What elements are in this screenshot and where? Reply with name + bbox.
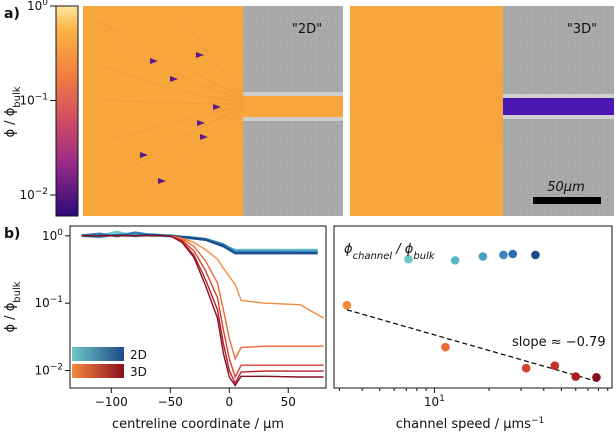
image-2d: "2D": [83, 6, 343, 216]
point-3d: [342, 300, 352, 310]
point-3d: [592, 373, 601, 382]
panel-b-letter: b): [4, 226, 20, 242]
point-3d: [550, 361, 560, 371]
image-2d-label: "2D": [292, 22, 322, 37]
colorbar: 100 10−1 10−2 ϕ / ϕbulk: [3, 0, 79, 217]
x-tick-label: 0: [225, 395, 233, 409]
legend-label-3d: 3D: [130, 365, 147, 379]
chart-left-ticks: −100 −50 0 50 100 10−1 10−2: [34, 228, 295, 409]
fit-line: [346, 309, 601, 383]
chart-right-plot: [342, 249, 601, 383]
image-3d-label: "3D": [567, 22, 597, 37]
x-tick-label: −50: [158, 395, 183, 409]
y-tick-label: 100: [42, 228, 63, 243]
series-line-3d-5: [81, 235, 324, 387]
colorbar-tick-label: 10−2: [19, 187, 48, 202]
point-2d: [404, 254, 413, 264]
chart-left: −100 −50 0 50 100 10−1 10−2 centreline coordin…: [3, 225, 327, 432]
panel-a-letter: a): [4, 6, 20, 22]
x-tick-label: 50: [281, 395, 296, 409]
point-3d: [441, 342, 450, 352]
scalebar-label: 50μm: [547, 180, 584, 195]
legend-label-2d: 2D: [130, 348, 147, 362]
scalebar: [533, 197, 601, 204]
legend-swatch-3d: [72, 364, 124, 378]
chart-right-title: ϕchannel / ϕbulk: [344, 242, 436, 262]
chart-right-ticks: 101: [338, 388, 609, 409]
y-tick-label: 10−2: [34, 363, 63, 378]
point-3d: [571, 372, 581, 381]
chart-right: 101 ϕchannel / ϕbulk slope ≈ −0.79 chann…: [333, 225, 613, 432]
point-2d: [478, 252, 488, 261]
point-2d: [450, 256, 460, 265]
point-3d: [521, 363, 531, 373]
y-tick-label: 10−1: [34, 295, 63, 310]
chart-left-ylabel: ϕ / ϕbulk: [3, 281, 23, 332]
chart-left-plot: [81, 230, 324, 387]
point-2d: [499, 250, 508, 260]
image-3d: "3D" 50μm: [350, 6, 614, 216]
legend: 2D 3D: [72, 347, 147, 379]
x-tick-label: −100: [95, 395, 128, 409]
chart-left-xlabel: centreline coordinate / μm: [112, 417, 284, 432]
chart-right-xlabel: channel speed / μms−1: [396, 416, 544, 432]
chart-right-annotation: slope ≈ −0.79: [512, 335, 606, 350]
colorbar-tick-label: 10−1: [19, 93, 48, 108]
x-tick-label: 101: [424, 394, 445, 409]
point-2d: [508, 249, 518, 259]
colorbar-tick-label: 100: [27, 0, 48, 13]
point-2d: [531, 250, 540, 260]
legend-swatch-2d: [72, 347, 124, 361]
colorbar-ticks: 100 10−1 10−2: [19, 0, 56, 202]
colorbar-label: ϕ / ϕbulk: [3, 86, 23, 137]
